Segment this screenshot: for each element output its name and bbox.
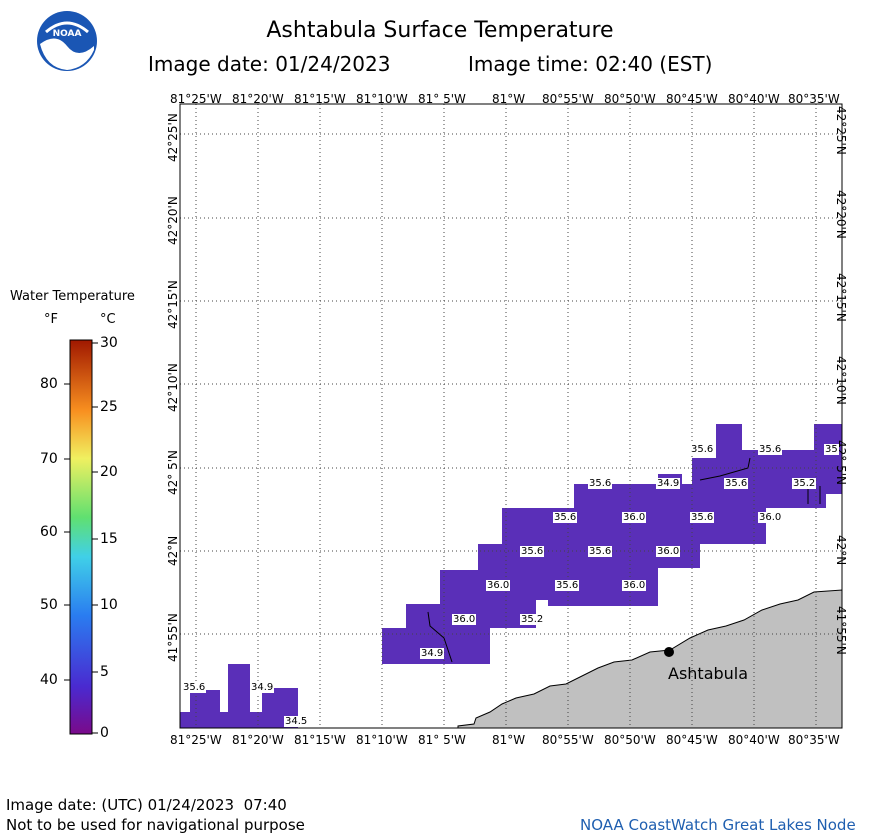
lat-label: 41°55'N (834, 606, 848, 655)
temp-label: 36.0 (622, 580, 647, 591)
lat-label: 42° 5'N (166, 450, 180, 495)
lat-label: 42°25'N (166, 113, 180, 162)
lat-label: 42°25'N (834, 106, 848, 155)
lat-label: 42°N (834, 535, 848, 566)
lat-label: 42°15'N (834, 273, 848, 322)
legend-c-tick: 15 (100, 531, 118, 547)
lon-label: 81°10'W (356, 733, 408, 747)
legend-c-tick: 30 (100, 335, 118, 351)
legend-unit-f: °F (44, 312, 58, 327)
temp-label: 34.5 (284, 716, 309, 727)
temp-label: 36.0 (656, 546, 681, 557)
temp-label: 36.0 (452, 614, 477, 625)
legend-f-tick: 40 (40, 672, 58, 688)
lon-label: 81°10'W (356, 92, 408, 106)
temp-label: 34.9 (250, 682, 275, 693)
graticule (180, 104, 842, 728)
legend-f-tick: 80 (40, 376, 58, 392)
lon-label: 80°50'W (604, 92, 656, 106)
temp-label: 35.6 (690, 512, 715, 523)
logo-text: NOAA (53, 29, 82, 39)
temp-label: 35.6 (690, 444, 715, 455)
legend-c-tick: 25 (100, 399, 118, 415)
lat-label: 42°10'N (166, 363, 180, 412)
temp-label: 35.6 (588, 478, 613, 489)
lat-label: 42°20'N (834, 190, 848, 239)
lon-label: 81°20'W (232, 733, 284, 747)
lat-label: 42°15'N (166, 280, 180, 329)
lon-label: 80°35'W (788, 92, 840, 106)
map-frame (179, 103, 843, 729)
lon-label: 81°20'W (232, 92, 284, 106)
legend-c-tick: 20 (100, 464, 118, 480)
lon-label: 81°15'W (294, 92, 346, 106)
legend-f-tick: 50 (40, 597, 58, 613)
legend-unit-c: °C (100, 312, 116, 327)
temp-label: 36.0 (486, 580, 511, 591)
image-time: Image time: 02:40 (EST) (468, 52, 713, 76)
lon-label: 80°50'W (604, 733, 656, 747)
lat-label: 42°20'N (166, 196, 180, 245)
lat-label: 42°N (166, 535, 180, 566)
temp-label: 35 (824, 444, 839, 455)
lon-label: 80°45'W (666, 733, 718, 747)
temp-label: 36.0 (758, 512, 783, 523)
temp-label: 35.2 (520, 614, 545, 625)
temp-label: 35.2 (792, 478, 817, 489)
color-scale-bar (69, 339, 93, 735)
lat-label: 41°55'N (166, 613, 180, 662)
temp-label: 35.6 (588, 546, 613, 557)
lon-label: 81°25'W (170, 733, 222, 747)
lon-label: 81°W (492, 733, 526, 747)
legend-f-tick: 60 (40, 524, 58, 540)
footer-utc-date: Image date: (UTC) 01/24/2023 07:40 (6, 796, 287, 814)
legend-c-tick: 0 (100, 725, 109, 741)
legend-c-tick: 10 (100, 597, 118, 613)
temp-label: 35.6 (520, 546, 545, 557)
lon-label: 81°25'W (170, 92, 222, 106)
footer-disclaimer: Not to be used for navigational purpose (6, 816, 305, 834)
lon-label: 80°45'W (666, 92, 718, 106)
lon-label: 81°15'W (294, 733, 346, 747)
noaa-logo: NOAA (36, 10, 98, 72)
land-area (457, 589, 843, 729)
temp-label: 35.6 (555, 580, 580, 591)
image-date: Image date: 01/24/2023 (148, 52, 391, 76)
page-title: Ashtabula Surface Temperature (266, 18, 614, 43)
lon-label: 80°55'W (542, 92, 594, 106)
lon-label: 81° 5'W (418, 733, 466, 747)
lon-label: 81°W (492, 92, 526, 106)
footer-credit: NOAA CoastWatch Great Lakes Node (580, 816, 856, 834)
temp-label: 35.6 (724, 478, 749, 489)
temp-label: 34.9 (420, 648, 445, 659)
city-marker-ashtabula (664, 647, 674, 657)
lon-label: 80°40'W (728, 92, 780, 106)
legend-c-tick: 5 (100, 664, 109, 680)
temp-label: 35.6 (182, 682, 207, 693)
temp-label: 34.9 (656, 478, 681, 489)
city-label-ashtabula: Ashtabula (668, 664, 749, 683)
lon-label: 81° 5'W (418, 92, 466, 106)
legend-title: Water Temperature (10, 289, 135, 304)
temp-label: 35.6 (758, 444, 783, 455)
temp-label: 36.0 (622, 512, 647, 523)
legend-f-tick: 70 (40, 451, 58, 467)
lon-label: 80°55'W (542, 733, 594, 747)
lon-label: 80°35'W (788, 733, 840, 747)
temp-label: 35.6 (553, 512, 578, 523)
lat-label: 42°10'N (834, 356, 848, 405)
lon-label: 80°40'W (728, 733, 780, 747)
